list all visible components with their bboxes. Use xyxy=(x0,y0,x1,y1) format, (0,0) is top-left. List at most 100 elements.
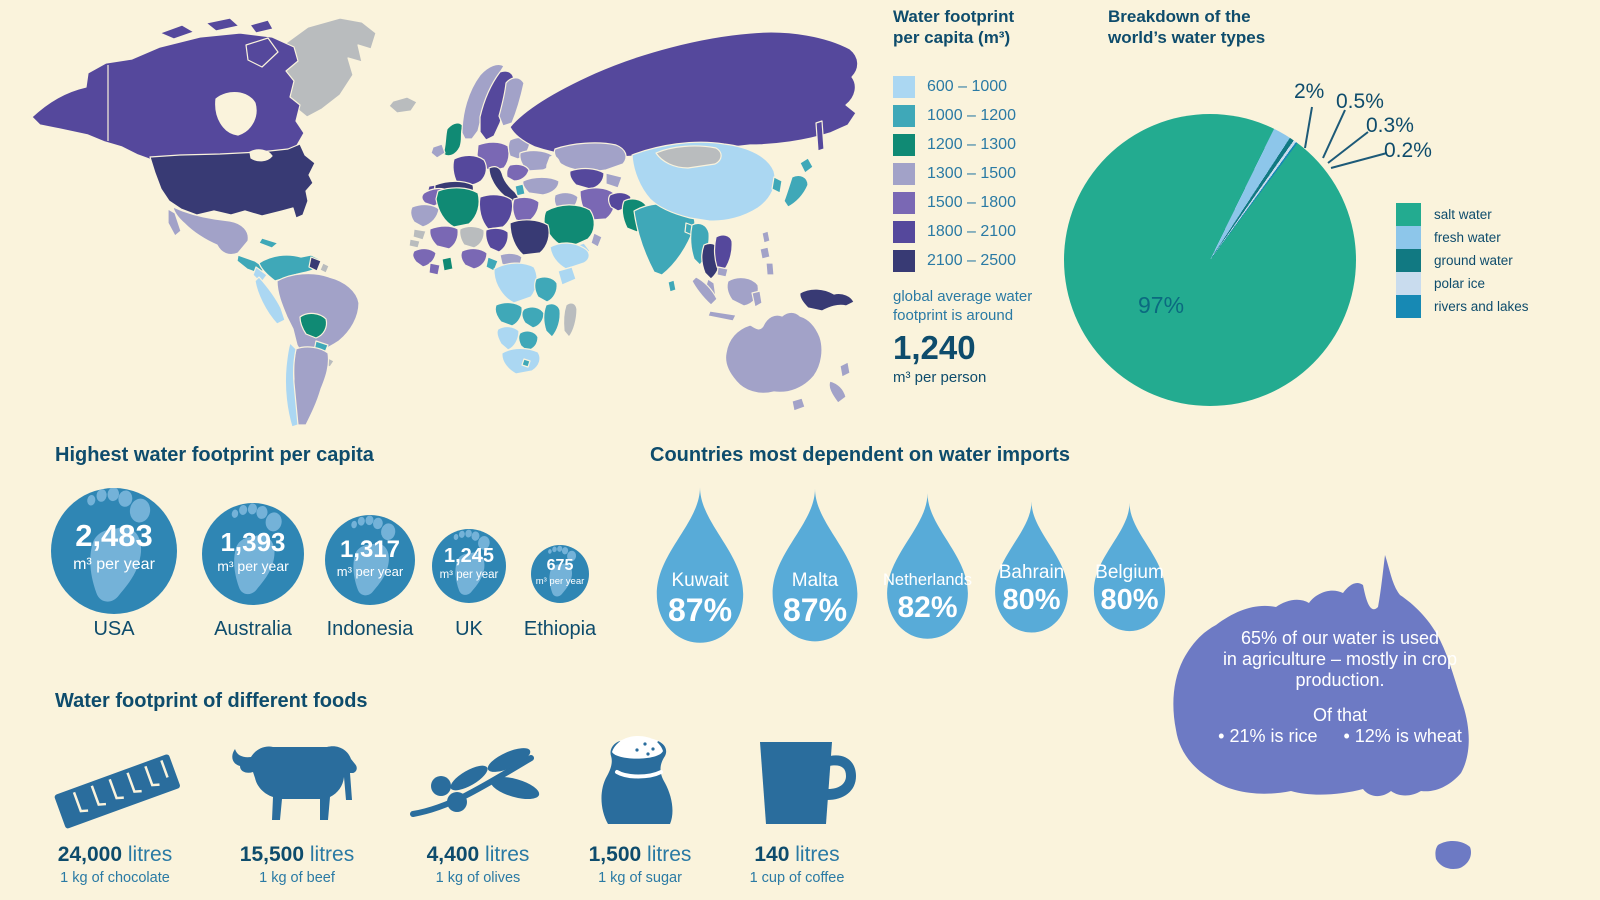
map-legend-title: Water footprint per capita (m³) xyxy=(893,6,1068,48)
footprint-unit: m³ per year xyxy=(217,558,289,574)
australia-fact-bullets: • 21% is rice • 12% is wheat xyxy=(1190,726,1490,747)
map-region-mauritania xyxy=(412,228,427,241)
food-coffee: 140 litres 1 cup of coffee xyxy=(712,728,882,886)
pie-legend-label: fresh water xyxy=(1434,230,1501,245)
map-region-ireland xyxy=(430,143,446,159)
legend-swatch xyxy=(893,191,915,214)
map-region-ivory-coast xyxy=(428,262,441,276)
pie-legend-row: ground water xyxy=(1396,249,1529,272)
map-region-mali xyxy=(429,225,459,250)
australia-shape xyxy=(1173,555,1471,869)
pie-legend-swatch xyxy=(1396,226,1421,249)
legend-range-label: 600 – 1000 xyxy=(927,77,1008,95)
food-caption: 1 kg of chocolate xyxy=(60,870,170,886)
pie-callout-0_2pct: 0.2% xyxy=(1384,139,1432,162)
food-unit: litres xyxy=(127,843,173,866)
pie-legend-swatch xyxy=(1396,295,1421,318)
footprint-value: 1,317 xyxy=(339,536,401,563)
olive-branch-icon xyxy=(393,728,563,833)
legend-row: 1300 – 1500 xyxy=(893,159,1068,188)
note-line1: global average water xyxy=(893,288,1033,305)
food-unit: litres xyxy=(647,843,692,866)
map-region-chad xyxy=(485,227,509,253)
footprint-country-indonesia: Indonesia xyxy=(326,618,414,640)
legend-row: 2100 – 2500 xyxy=(893,246,1068,275)
map-region-namibia xyxy=(496,325,520,351)
map-region-sri-lanka xyxy=(667,279,677,293)
map-region-bolivia xyxy=(299,312,328,339)
pie-callout-2pct: 2% xyxy=(1294,80,1325,103)
map-region-ethiopia xyxy=(549,242,590,270)
pie-title-line2: world’s water types xyxy=(1108,28,1266,47)
map-region-ghana xyxy=(441,256,454,272)
drop-kuwait: Kuwait 87% xyxy=(646,482,754,648)
map-region-java xyxy=(707,310,737,322)
footprint-circle-indonesia: 1,317 m³ per year xyxy=(325,515,415,605)
legend-range-label: 1200 – 1300 xyxy=(927,135,1016,153)
footprint-unit: m³ per year xyxy=(535,576,585,587)
pie-legend-swatch xyxy=(1396,272,1421,295)
map-region-guyana xyxy=(308,256,322,272)
map-region-vietnam xyxy=(714,234,733,274)
global-average-value: 1,240 xyxy=(893,329,976,366)
map-region-finland xyxy=(498,77,525,127)
food-value-line: 140 litres xyxy=(712,843,882,867)
map-region-mozambique xyxy=(543,303,561,338)
food-unit: litres xyxy=(485,843,530,866)
map-legend: Water footprint per capita (m³) 600 – 10… xyxy=(893,6,1068,386)
map-legend-title-line1: Water footprint xyxy=(893,7,1015,26)
australia-bullet-rice: • 21% is rice xyxy=(1218,726,1318,746)
food-value-line: 1,500 litres xyxy=(555,843,725,867)
footprint-unit: m³ per year xyxy=(73,556,155,573)
map-region-usa xyxy=(149,143,316,219)
food-value: 24,000 xyxy=(57,843,123,866)
legend-range-label: 1800 – 2100 xyxy=(927,222,1016,240)
drop-country: Netherlands xyxy=(883,571,972,589)
food-sugar: 1,500 litres 1 kg of sugar xyxy=(555,728,725,886)
drop-percent: 80% xyxy=(1002,584,1061,616)
global-average-unit: m³ per person xyxy=(893,369,987,386)
map-legend-title-line2: per capita (m³) xyxy=(893,28,1011,47)
food-beef: 15,500 litres 1 kg of beef xyxy=(212,728,382,886)
map-region-saudi-arabia xyxy=(543,204,595,249)
map-great-lakes xyxy=(249,149,273,162)
footprint-circle-australia: 1,393 m³ per year xyxy=(202,503,304,605)
map-region-uzbekistan xyxy=(569,167,605,190)
pie-title-line1: Breakdown of the xyxy=(1108,7,1251,26)
legend-swatch xyxy=(893,133,915,156)
food-caption: 1 kg of sugar xyxy=(598,870,682,886)
map-region-taiwan xyxy=(761,230,771,244)
legend-range-label: 2100 – 2500 xyxy=(927,251,1016,269)
australia-fact-text: 65% of our water is used in agriculture … xyxy=(1190,628,1490,747)
map-region-mongolia xyxy=(655,145,722,169)
food-olives: 4,400 litres 1 kg of olives xyxy=(393,728,563,886)
foods-section-title: Water footprint of different foods xyxy=(55,690,368,712)
map-region-argentina xyxy=(292,346,330,426)
drop-percent: 87% xyxy=(667,592,733,628)
map-region-sulawesi xyxy=(751,290,763,308)
map-region-uk xyxy=(442,122,464,157)
legend-swatch xyxy=(893,104,915,127)
map-region-tasmania xyxy=(791,397,806,412)
map-region-drc xyxy=(493,262,538,304)
food-value-line: 24,000 litres xyxy=(30,843,200,867)
australia-fact-line2: in agriculture – mostly in crop xyxy=(1222,649,1458,669)
map-region-iceland xyxy=(388,96,418,114)
footprint-circle-usa: 2,483 m³ per year xyxy=(51,488,177,614)
map-region-philippines xyxy=(765,262,775,276)
map-region-russia xyxy=(509,31,859,159)
footprints-section-title: Highest water footprint per capita xyxy=(55,444,374,466)
drop-percent: 80% xyxy=(1100,584,1159,616)
map-region-greece xyxy=(514,183,526,197)
callout-line-2pct xyxy=(1304,106,1313,149)
map-region-madagascar xyxy=(563,302,578,338)
food-caption: 1 kg of olives xyxy=(435,870,521,886)
callout-line-0_3pct xyxy=(1327,131,1369,164)
legend-range-label: 1000 – 1200 xyxy=(927,106,1016,124)
map-region-peru xyxy=(254,276,286,325)
map-region-angola xyxy=(494,301,523,327)
legend-swatch xyxy=(893,162,915,185)
map-region-sakhalin xyxy=(815,120,825,152)
pie-callout-0_3pct: 0.3% xyxy=(1366,114,1414,137)
map-region-arctic-island xyxy=(249,19,274,34)
